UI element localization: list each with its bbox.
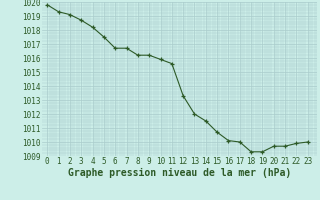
X-axis label: Graphe pression niveau de la mer (hPa): Graphe pression niveau de la mer (hPa) [68, 168, 291, 178]
